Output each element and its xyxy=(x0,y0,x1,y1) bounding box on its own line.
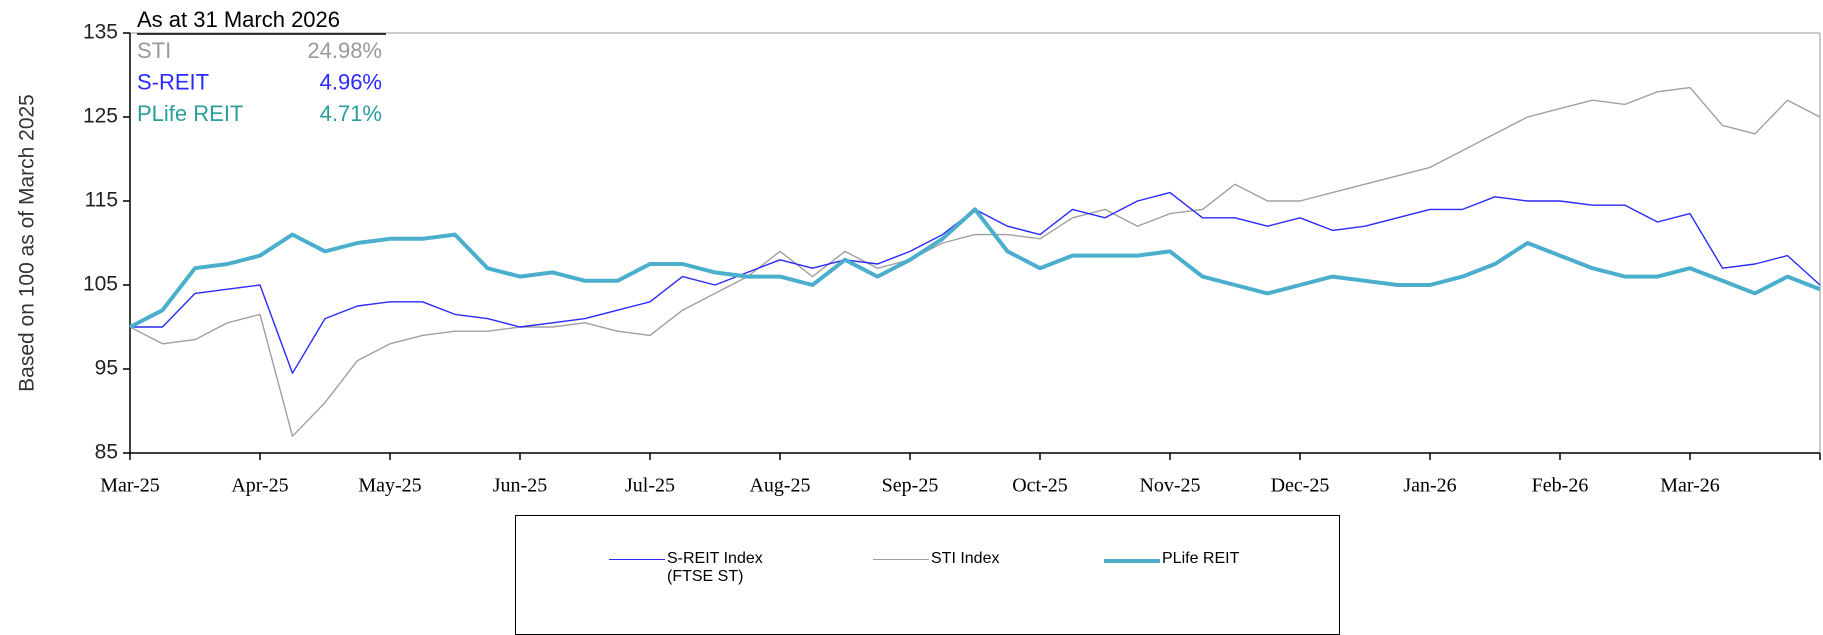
y-tick-label: 85 xyxy=(95,441,118,464)
series-line xyxy=(129,207,1821,329)
x-tick-label: Feb-26 xyxy=(1532,475,1589,497)
y-tick-label: 105 xyxy=(83,273,118,296)
x-tick-label: May-25 xyxy=(358,475,421,497)
x-tick-label: Nov-25 xyxy=(1139,475,1200,497)
annotation-title: As at 31 March 2026 xyxy=(137,7,340,32)
annotation-value: 24.98% xyxy=(307,38,382,63)
legend-label: PLife REIT xyxy=(1162,550,1240,567)
legend-swatch xyxy=(1104,559,1160,563)
x-tick-label: Sep-25 xyxy=(882,475,939,497)
y-axis-label: Based on 100 as of March 2025 xyxy=(16,94,39,392)
series-line xyxy=(129,86,1821,437)
x-tick-label: Jun-25 xyxy=(493,475,547,497)
series-line xyxy=(130,191,1821,374)
x-tick-label: Oct-25 xyxy=(1012,475,1068,497)
x-tick-label: Aug-25 xyxy=(749,475,810,497)
annotation-name: STI xyxy=(137,38,171,63)
x-tick-label: Dec-25 xyxy=(1271,475,1330,497)
legend-label: S-REIT Index (FTSE ST) xyxy=(667,550,763,585)
x-tick-label: Jan-26 xyxy=(1403,475,1456,497)
chart: Based on 100 as of March 2025 85 95 105 115… xyxy=(16,7,1821,497)
legend-swatch xyxy=(873,559,929,560)
legend: S-REIT Index (FTSE ST) STI Index PLife REI… xyxy=(515,515,1340,635)
x-tick-label: Apr-25 xyxy=(231,475,288,497)
page: Based on 100 as of March 2025 85 95 105 115… xyxy=(15,6,1821,635)
y-tick-label: 125 xyxy=(83,105,118,128)
annotation-name: S-REIT xyxy=(137,69,209,94)
x-tick-label: Jul-25 xyxy=(625,475,675,497)
x-tick-label: Mar-26 xyxy=(1660,475,1720,497)
x-tick-label: Mar-25 xyxy=(100,475,160,497)
legend-label: STI Index xyxy=(931,550,1000,567)
annotation-value: 4.71% xyxy=(320,101,382,126)
y-tick-label: 115 xyxy=(85,189,118,212)
legend-item: PLife REIT xyxy=(1104,550,1239,568)
annotation-value: 4.96% xyxy=(320,69,382,94)
legend-swatch xyxy=(609,559,665,560)
legend-item: STI Index xyxy=(873,550,999,568)
y-tick-label: 135 xyxy=(83,21,118,44)
annotation-name: PLife REIT xyxy=(137,101,243,126)
legend-item: S-REIT Index (FTSE ST) xyxy=(609,550,777,586)
y-tick-label: 95 xyxy=(95,357,118,380)
